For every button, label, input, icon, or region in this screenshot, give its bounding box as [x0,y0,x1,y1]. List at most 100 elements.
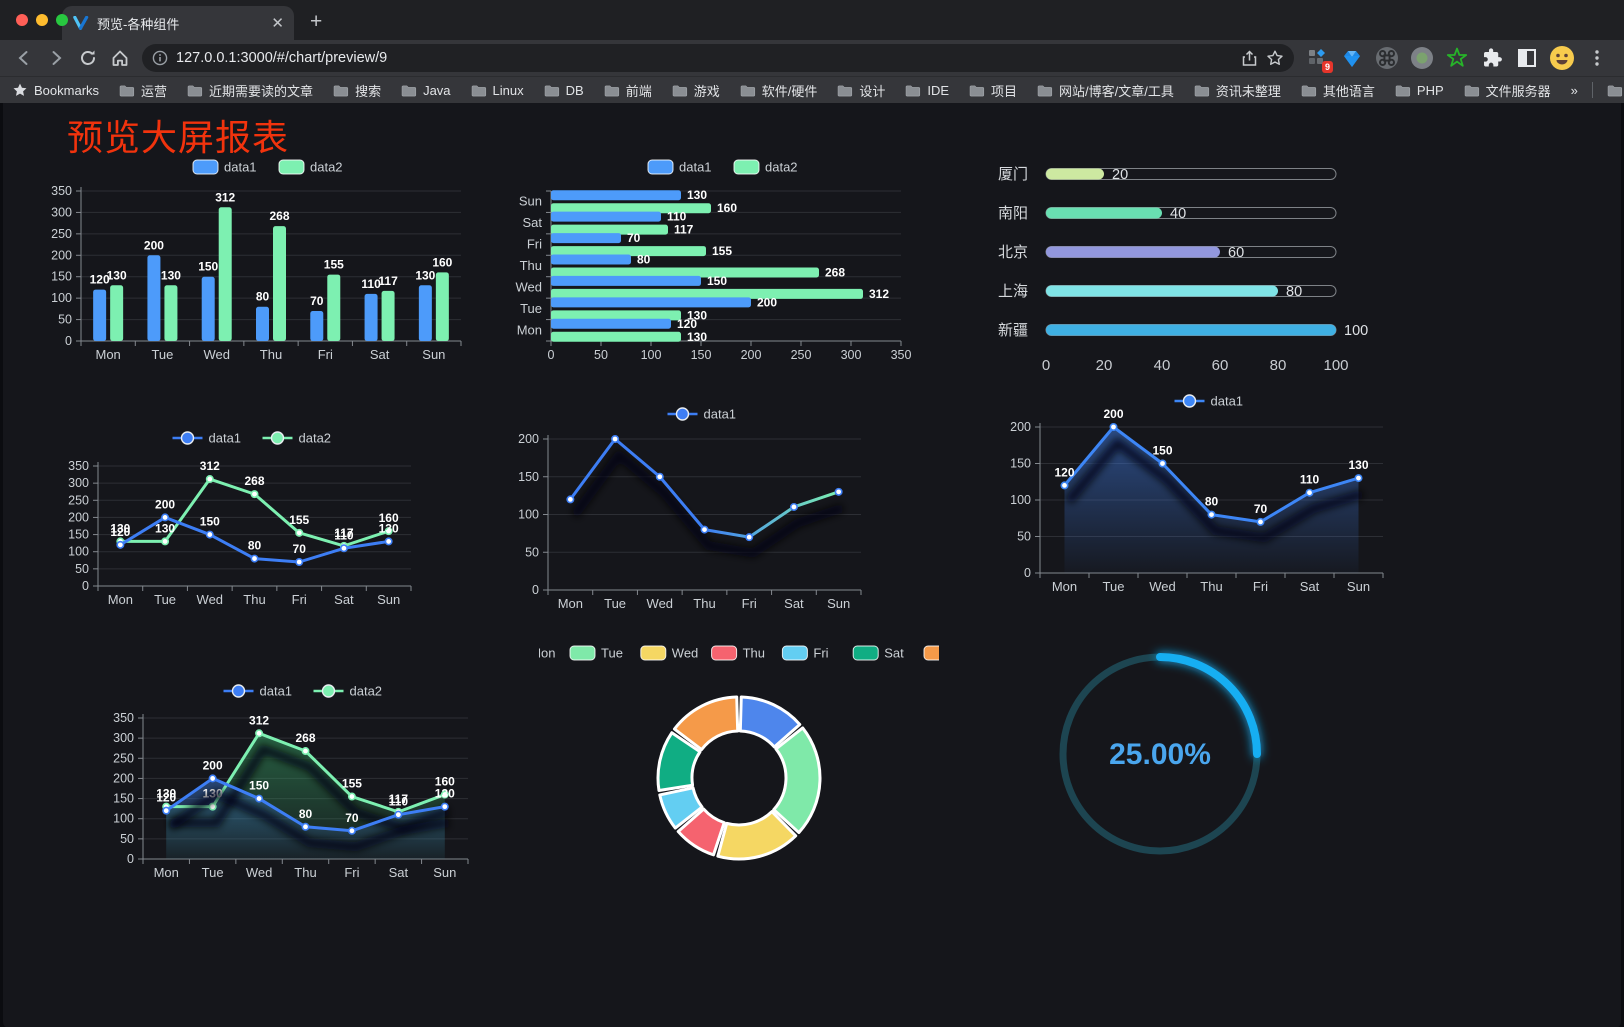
svg-text:70: 70 [293,542,307,556]
chart-grouped-bar[interactable]: 0 50 100 150 200 250 300 350 Mon Tue Wed Thu Fri Sat S… [41,151,473,409]
svg-text:Mon: Mon [539,646,555,661]
svg-text:200: 200 [518,432,539,446]
bookmark-folder[interactable]: 搜索 [333,81,381,100]
bookmarks-bar-items: 运营 近期需要读的文章 搜索 Java Linux DB 前端 游戏 软件/硬件 设计 IDE 项目 网… [119,81,1551,100]
bookmark-folder[interactable]: 游戏 [672,81,720,100]
svg-text:Fri: Fri [318,347,333,362]
svg-text:117: 117 [389,792,409,806]
bookmark-folder[interactable]: 网站/博客/文章/工具 [1037,81,1174,100]
browser-tab[interactable]: 预览-各种组件 ✕ [62,6,294,40]
tab-close-icon[interactable]: ✕ [271,15,284,32]
extensions-puzzle-icon[interactable] [1479,45,1505,71]
bookmark-folder[interactable]: IDE [905,83,949,98]
profile-avatar-emoji[interactable] [1549,45,1575,71]
home-button[interactable] [106,44,134,72]
bookmark-label: 游戏 [693,83,720,99]
svg-text:Wed: Wed [647,596,674,611]
svg-text:Mon: Mon [517,322,542,337]
svg-text:Sun: Sun [827,596,850,611]
browser-toolbar: 127.0.0.1:3000/#/chart/preview/9 9 [0,40,1624,76]
svg-text:155: 155 [324,258,344,272]
bookmark-folder[interactable]: Linux [471,83,524,98]
chart-line-gradient[interactable]: 0 50 100 150 200 Mon Tue Wed Thu Fri Sat Sun data1 [506,398,938,624]
share-button[interactable] [1241,49,1258,67]
new-tab-button[interactable]: + [310,10,323,33]
bookmark-label: 设计 [859,83,886,99]
omnibox[interactable]: 127.0.0.1:3000/#/chart/preview/9 [142,44,1294,72]
bookmark-folder[interactable]: Java [401,83,451,98]
folder-icon [1395,85,1410,96]
bookmarks-overflow-chevron[interactable]: » [1570,82,1578,98]
bookmark-folder[interactable]: 其他语言 [1301,81,1375,100]
window-minimize-button[interactable] [36,14,48,26]
chart-gauge[interactable]: 25.00% [1023,638,1303,873]
ext-grid-diamond-icon[interactable]: 9 [1304,45,1333,73]
url-text[interactable]: 127.0.0.1:3000/#/chart/preview/9 [176,50,388,66]
ext-command-icon[interactable] [1374,45,1400,71]
svg-text:110: 110 [1300,473,1320,487]
reload-button[interactable] [74,44,102,72]
browser-menu-icon[interactable] [1584,45,1610,71]
folder-icon [838,85,853,96]
bookmark-label: 软件/硬件 [761,83,818,99]
svg-text:110: 110 [389,795,409,809]
bookmark-folder[interactable]: 设计 [837,81,885,100]
bookmarks-manager-item[interactable]: Bookmarks [12,82,99,98]
svg-text:150: 150 [68,528,89,542]
bookmark-folder[interactable]: 项目 [969,81,1017,100]
tab-title: 预览-各种组件 [97,16,180,32]
svg-text:50: 50 [120,832,134,846]
svg-text:80: 80 [256,290,270,304]
svg-text:80: 80 [299,807,313,821]
chart-area-two-series[interactable]: 0 50 100 150 200 250 300 350 Mon Tue Wed Thu Fri Sat S… [103,673,535,903]
folder-icon [1194,85,1209,96]
ext-green-star-icon[interactable] [1444,45,1470,71]
bookmark-folder[interactable]: PHP [1395,83,1444,98]
site-info-icon[interactable] [152,50,168,66]
chart-horizontal-bar[interactable]: data1 data2 0 50 100 150 200 250 300 350 Sun 130 160… [506,153,938,415]
svg-text:130: 130 [1348,458,1368,472]
svg-text:0: 0 [1024,566,1031,580]
svg-text:70: 70 [345,811,359,825]
ext-half-square-icon[interactable] [1514,45,1540,71]
other-bookmarks-folder[interactable]: 其他书签 [1607,81,1624,100]
svg-text:data1: data1 [1211,394,1244,409]
forward-button[interactable] [42,44,70,72]
bookmark-star-button[interactable] [1266,49,1284,67]
svg-text:Sun: Sun [1347,579,1370,594]
chart-area-single[interactable]: 0 50 100 150 200 Mon Tue Wed Thu Fri Sat Sun data1 12… [988,389,1420,611]
svg-text:Mon: Mon [95,347,120,362]
back-button[interactable] [10,44,38,72]
window-zoom-button[interactable] [56,14,68,26]
window-close-button[interactable] [16,14,28,26]
folder-icon [187,85,203,96]
svg-text:40: 40 [1170,206,1186,222]
bookmark-folder[interactable]: 软件/硬件 [740,81,818,100]
svg-text:Fri: Fri [742,596,757,611]
svg-text:155: 155 [289,513,309,527]
bookmark-folder[interactable]: 资讯未整理 [1194,81,1281,100]
folder-icon [906,85,921,96]
ext-gem-icon[interactable] [1339,45,1365,71]
bookmark-folder[interactable]: 前端 [604,81,652,100]
svg-text:Thu: Thu [520,258,542,273]
bookmark-label: PHP [1416,82,1444,98]
bookmark-folder[interactable]: 文件服务器 [1464,81,1551,100]
svg-text:Mon: Mon [108,592,133,607]
bookmark-label: 网站/博客/文章/工具 [1059,83,1174,99]
svg-text:Wed: Wed [246,865,272,880]
bookmark-folder[interactable]: 近期需要读的文章 [187,81,313,100]
svg-text:data2: data2 [350,684,383,699]
ext-record-circle-icon[interactable] [1409,45,1435,71]
chart-line-two-series[interactable]: 0 50 100 150 200 250 300 350 Mon Tue Wed Thu Fri Sat S… [41,423,473,651]
svg-text:Thu: Thu [743,646,765,661]
svg-text:120: 120 [110,525,130,539]
svg-text:250: 250 [791,348,812,362]
svg-text:Fri: Fri [1253,579,1268,594]
svg-text:0: 0 [65,334,72,348]
bookmark-folder[interactable]: DB [544,83,584,98]
svg-text:350: 350 [68,459,89,473]
chart-progress-bars[interactable]: 厦门 20 南阳 40 北京 60 上海 80 新疆 100 0 20 40 60 80 100 [988,158,1408,390]
bookmark-folder[interactable]: 运营 [119,81,167,100]
